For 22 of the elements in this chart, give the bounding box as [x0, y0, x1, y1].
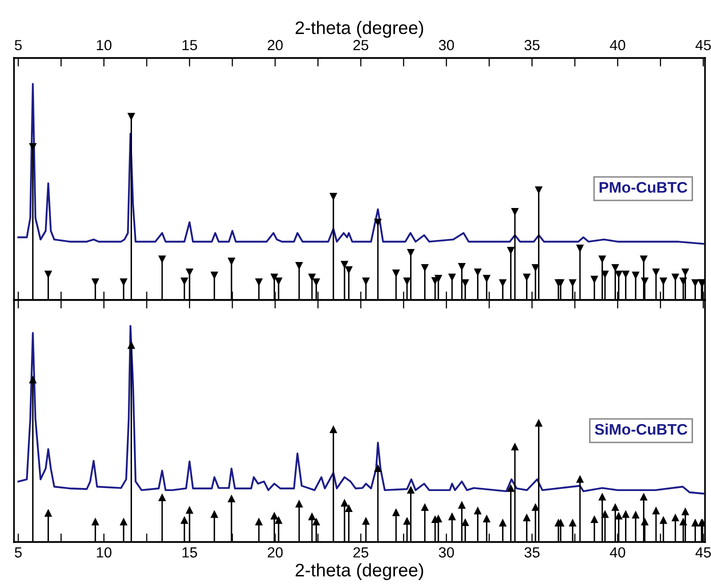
x-tick-label: 10 [96, 547, 112, 558]
x2-axis-title: 2-theta (degree) [296, 20, 424, 38]
text: SiMo-CuBTC [594, 424, 688, 435]
x-tick-label: 15 [182, 547, 198, 558]
x-tick-label: 35 [524, 547, 540, 558]
text: PMo-CuBTC [600, 182, 688, 193]
x2-tick-label: 25 [353, 40, 368, 50]
x-tick-label: 45 [696, 547, 711, 558]
x2-tick-label: 30 [438, 40, 454, 50]
x2-tick-label: 10 [96, 40, 112, 50]
x-axis-title: 2-theta (degree) [296, 563, 424, 580]
x-tick-label: 40 [610, 547, 626, 558]
x-tick-label: 20 [268, 547, 283, 558]
x2-tick-label: 40 [610, 40, 626, 50]
x2-tick-label: 5 [14, 40, 22, 50]
x-tick-label: 30 [438, 547, 454, 558]
x-tick-label: 25 [353, 547, 368, 558]
x2-tick-label: 20 [268, 40, 283, 50]
x2-tick-label: 15 [182, 40, 198, 50]
x-tick-label: 5 [14, 547, 22, 558]
x2-tick-label: 35 [524, 40, 540, 50]
x2-tick-label: 45 [696, 40, 711, 50]
